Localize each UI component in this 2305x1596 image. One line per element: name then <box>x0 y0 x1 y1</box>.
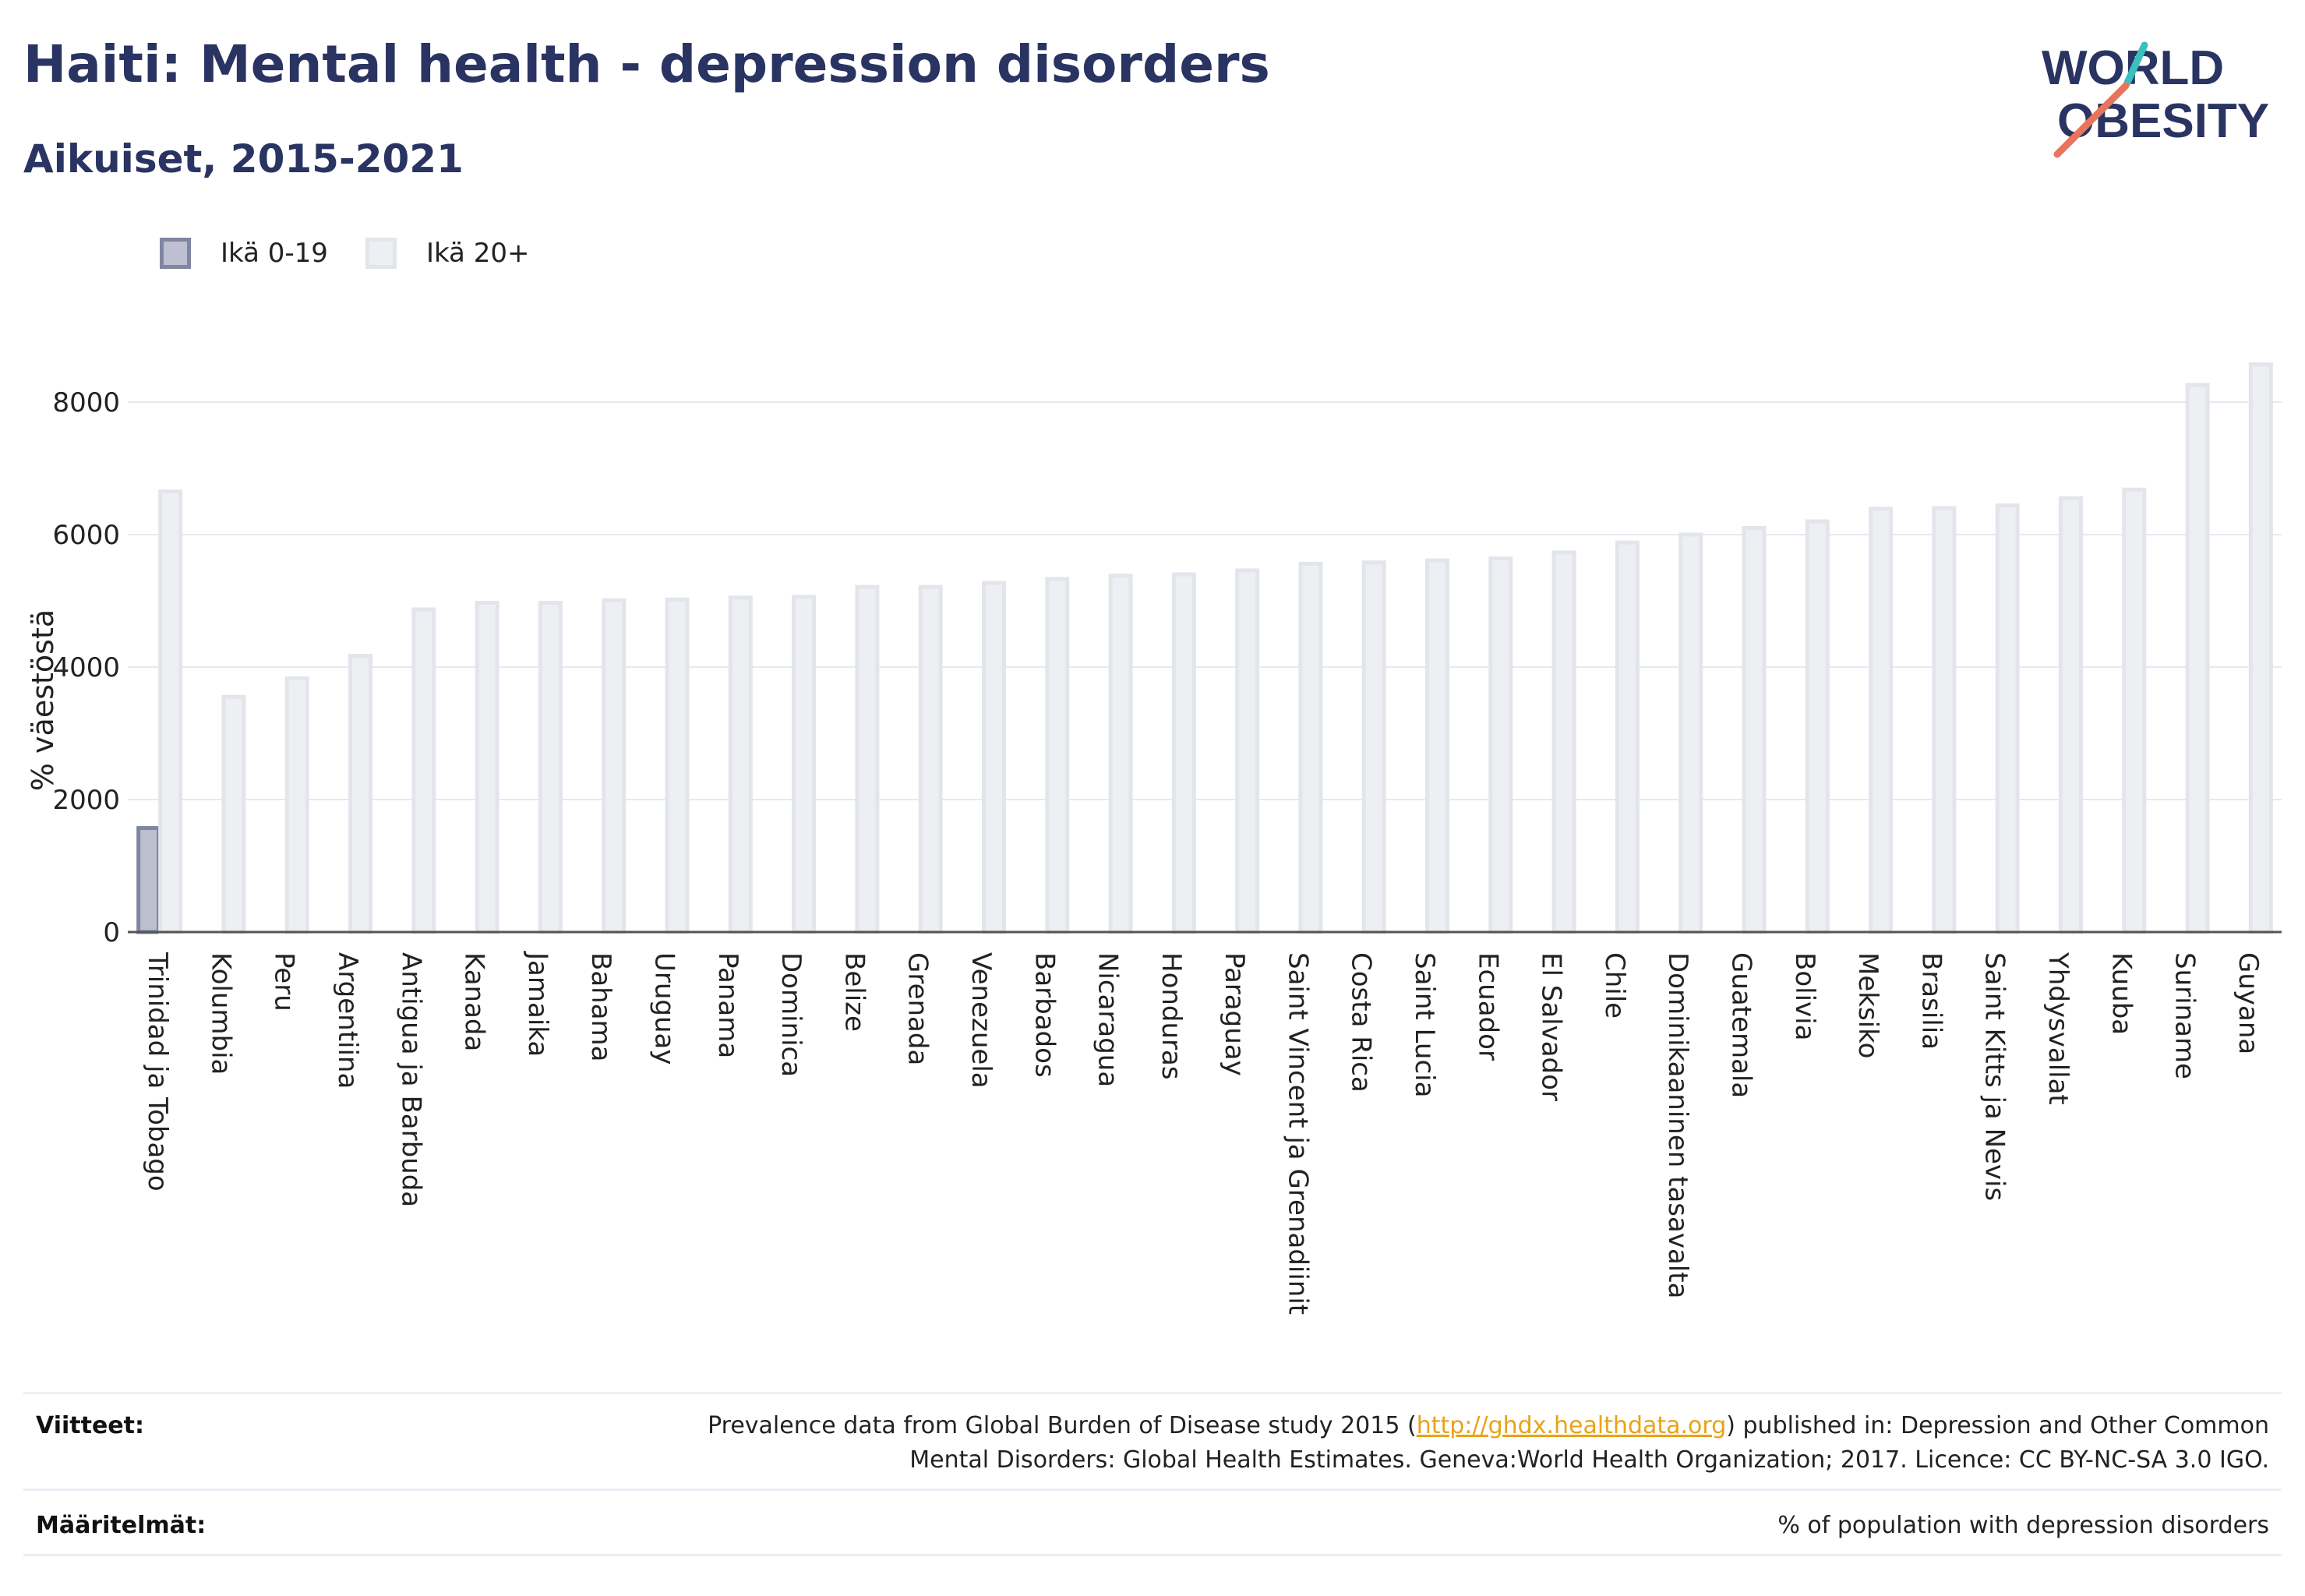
x-tick-label: Meksiko <box>1852 952 1883 1058</box>
bar-age-20-plus <box>1298 561 1323 934</box>
definitions-label: Määritelmät: <box>36 1512 206 1539</box>
bar-age-20-plus <box>602 598 627 934</box>
legend-swatch-age-20-plus <box>365 238 397 269</box>
chart-legend: Ikä 0-19 Ikä 20+ <box>160 234 567 273</box>
bar-age-20-plus <box>792 595 817 934</box>
bar-age-20-plus <box>2185 383 2210 934</box>
x-tick-label: Guatemala <box>1726 952 1757 1098</box>
bar-age-20-plus <box>855 584 880 934</box>
bar-age-20-plus <box>348 654 373 934</box>
x-tick-label: Uruguay <box>649 952 680 1065</box>
x-tick-label: Trinidad ja Tobago <box>142 952 173 1192</box>
bar-age-0-19 <box>136 826 161 934</box>
bar-age-20-plus <box>1932 506 1957 934</box>
bar-age-20-plus <box>1425 558 1450 934</box>
x-tick-label: Nicaragua <box>1092 952 1124 1087</box>
x-tick-label: Brasilia <box>1915 952 1947 1050</box>
legend-label-age-0-19: Ikä 0-19 <box>221 238 328 269</box>
sources-text-after: ) published in: Depression and Other Com… <box>1726 1412 2269 1439</box>
x-tick-label: Suriname <box>2169 952 2201 1079</box>
logo-slash-coral <box>2053 82 2130 158</box>
page-subtitle: Aikuiset, 2015-2021 <box>23 136 464 182</box>
page-title: Haiti: Mental health - depression disord… <box>23 34 1270 94</box>
x-tick-label: Peru <box>269 952 300 1012</box>
sources-text-before: Prevalence data from Global Burden of Di… <box>708 1412 1417 1439</box>
bar-age-20-plus <box>2058 496 2083 934</box>
x-tick-label: Argentiina <box>332 952 363 1089</box>
bar-age-20-plus <box>1869 507 1894 934</box>
bar-age-20-plus <box>2248 362 2273 934</box>
x-tick-label: Chile <box>1599 952 1630 1019</box>
bar-age-20-plus <box>1235 568 1260 934</box>
sources-link[interactable]: http://ghdx.healthdata.org <box>1416 1412 1727 1439</box>
x-tick-label: Guyana <box>2233 952 2264 1054</box>
legend-swatch-age-0-19 <box>160 238 191 269</box>
x-tick-label: Panama <box>712 952 743 1058</box>
bar-age-20-plus <box>411 607 436 934</box>
x-tick-label: Venezuela <box>965 952 997 1089</box>
x-tick-label: Dominikaaninen tasavalta <box>1662 952 1693 1298</box>
legend-item-age-0-19[interactable]: Ikä 0-19 <box>160 238 328 269</box>
bar-age-20-plus <box>1361 560 1386 934</box>
x-tick-label: Grenada <box>902 952 934 1065</box>
bar-age-20-plus <box>475 601 499 934</box>
x-tick-label: Saint Kitts ja Nevis <box>1979 952 2010 1201</box>
y-tick-label: 0 <box>103 917 120 948</box>
bar-age-20-plus <box>1488 556 1513 934</box>
x-tick-label: Ecuador <box>1472 952 1503 1061</box>
bar-age-20-plus <box>1551 550 1576 934</box>
y-tick-label: 6000 <box>52 520 120 551</box>
x-tick-label: Antigua ja Barbuda <box>395 952 426 1207</box>
sources-text: Prevalence data from Global Burden of Di… <box>708 1409 2269 1478</box>
bar-age-20-plus <box>981 581 1006 934</box>
bar-age-20-plus <box>1045 577 1070 934</box>
x-tick-label: Paraguay <box>1219 952 1250 1076</box>
x-tick-label: Costa Rica <box>1346 952 1377 1093</box>
x-tick-label: Barbados <box>1029 952 1060 1078</box>
bar-age-20-plus <box>918 584 943 934</box>
x-tick-label: Bolivia <box>1789 952 1820 1040</box>
x-tick-label: El Salvador <box>1536 952 1567 1101</box>
y-tick-label: 8000 <box>52 387 120 418</box>
y-axis-label: % väestöstä <box>26 609 60 791</box>
sources-text-line2: Mental Disorders: Global Health Estimate… <box>909 1446 2269 1474</box>
bar-age-20-plus <box>221 694 246 934</box>
bar-age-20-plus <box>1805 519 1830 934</box>
bar-age-20-plus <box>2122 487 2147 934</box>
x-tick-label: Belize <box>838 952 870 1032</box>
x-tick-label: Saint Vincent ja Grenadiinit <box>1282 952 1313 1315</box>
world-obesity-logo: WORLD OBESITY <box>2042 41 2269 158</box>
bar-age-20-plus <box>1171 572 1196 934</box>
bar-age-20-plus <box>1615 540 1640 934</box>
definitions-text: % of population with depression disorder… <box>1777 1512 2269 1539</box>
x-tick-label: Jamaika <box>522 951 553 1057</box>
y-tick-label: 4000 <box>52 652 120 683</box>
bar-age-20-plus <box>1995 503 2020 934</box>
x-tick-label: Saint Lucia <box>1409 952 1440 1097</box>
sources-label: Viitteet: <box>36 1412 144 1439</box>
x-tick-label: Honduras <box>1156 952 1187 1080</box>
x-tick-label: Bahama <box>585 952 616 1062</box>
bar-age-20-plus <box>158 489 183 934</box>
bar-age-20-plus <box>728 595 753 934</box>
bar-age-20-plus <box>538 601 563 934</box>
bar-age-20-plus <box>1742 526 1767 934</box>
bar-age-20-plus <box>1108 574 1133 934</box>
footer-divider-middle <box>23 1488 2282 1491</box>
bar-age-20-plus <box>1678 532 1703 934</box>
x-tick-label: Kolumbia <box>205 952 236 1075</box>
y-tick-label: 2000 <box>52 785 120 816</box>
legend-label-age-20-plus: Ikä 20+ <box>425 238 530 269</box>
footer-divider-bottom <box>23 1554 2282 1556</box>
x-tick-label: Kanada <box>459 952 490 1051</box>
bar-age-20-plus <box>284 676 309 934</box>
bar-chart: 0 2000 4000 6000 8000 % väestöstä Trinidad ja … <box>26 362 2282 1315</box>
footer-divider-top <box>23 1392 2282 1394</box>
legend-item-age-20-plus[interactable]: Ikä 20+ <box>365 238 530 269</box>
x-tick-label: Kuuba <box>2106 952 2137 1035</box>
logo-slash-teal <box>2123 41 2148 87</box>
x-tick-label: Dominica <box>775 952 807 1077</box>
bar-age-20-plus <box>665 597 690 934</box>
x-tick-label: Yhdysvallat <box>2042 952 2074 1105</box>
